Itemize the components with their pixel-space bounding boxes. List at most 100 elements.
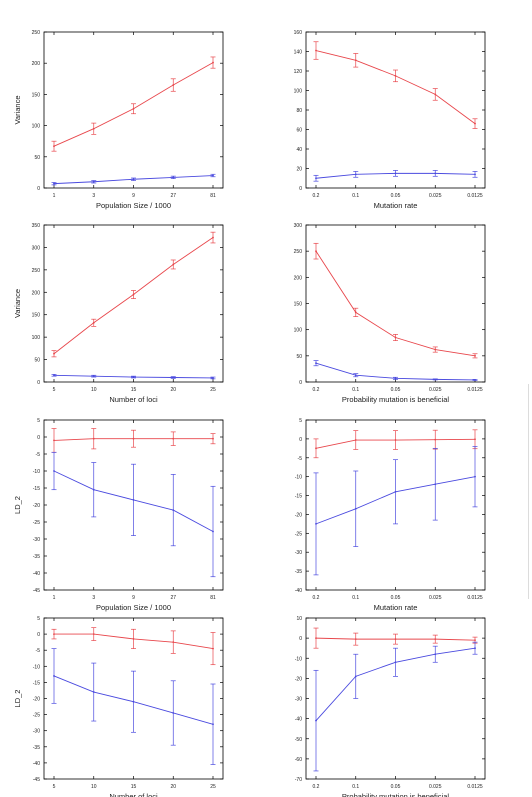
error-bar [472,171,478,178]
error-bar [393,376,398,380]
error-bar [91,318,97,327]
x-tick-label: 0.05 [391,595,401,601]
data-point [354,675,357,678]
error-bar [313,41,319,60]
error-bar [313,242,319,260]
x-tick-label: 0.1 [352,387,359,393]
y-tick-label: 100 [294,89,303,95]
x-tick-label: 15 [131,387,137,393]
x-axis-label: Probability mutation is beneficial [342,792,449,797]
chart-panel-3: 0 50 100 150 200 250 300 350 5 10 15 20 25 Number of … [13,223,224,404]
x-tick-label: 81 [210,193,216,199]
data-point [53,374,55,377]
error-bar [91,122,97,135]
error-bar [51,140,57,152]
x-tick-label: 25 [210,387,216,393]
error-bar [393,170,398,177]
data-point [92,375,95,378]
error-bar [210,376,216,380]
data-point [172,376,175,379]
data-point [434,638,437,641]
error-bar [51,451,57,491]
y-tick-label: 140 [294,50,303,56]
x-tick-label: 10 [91,784,97,790]
error-bar [210,683,216,765]
y-tick-label: -25 [295,531,302,537]
data-point [172,437,175,440]
data-point [212,723,214,726]
y-tick-label: 0 [299,437,302,443]
data-point [53,675,55,677]
y-tick-label: 350 [32,223,41,229]
y-axis-label: LD_2 [13,690,22,708]
data-point [92,321,95,324]
error-bar [432,634,438,644]
y-tick-label: -35 [33,554,40,560]
chart-panel-5: -45 -40 -35 -30 -25 -20 -15 -10 -5 0 5 1 3 9 27 81 Popul… [13,418,224,612]
y-tick-label: 250 [294,249,303,255]
error-bar [432,346,438,353]
error-bar [393,647,398,677]
data-point [354,374,357,377]
y-tick-label: 0 [299,636,302,642]
error-bar [210,485,216,578]
data-point [132,700,135,703]
y-tick-label: -20 [295,676,302,682]
error-bar [170,175,176,179]
series-1 [51,56,216,152]
error-bar [313,438,319,459]
data-point [92,488,95,491]
x-tick-label: 81 [210,595,216,601]
data-point [315,362,317,365]
error-bar [131,670,136,733]
data-point [53,352,55,355]
data-point [474,438,476,441]
error-bar [51,182,57,186]
data-point [212,530,214,533]
data-point [172,176,175,179]
series-2 [51,451,216,578]
y-tick-label: -15 [33,486,40,492]
error-bar [472,446,478,508]
plot-frame [305,31,486,189]
data-point [172,641,175,644]
data-point [434,172,437,175]
y-tick-label: -20 [33,697,40,703]
error-bar [353,430,359,450]
y-tick-label: 100 [32,124,41,130]
y-tick-label: 100 [294,328,303,334]
error-bar [313,627,319,649]
y-tick-label: -25 [33,520,40,526]
data-point [172,263,175,266]
error-bar [91,662,97,722]
y-tick-label: 200 [294,275,303,281]
error-bar [131,177,136,181]
error-bar [353,373,359,378]
error-bar [432,645,438,663]
data-point [434,93,437,96]
data-point [53,470,55,472]
error-bar [170,259,176,270]
y-tick-label: -5 [36,452,41,458]
data-point [394,172,397,175]
data-point [354,507,357,510]
error-bar [472,353,478,359]
y-axis-label: LD_2 [13,496,22,514]
y-tick-label: 300 [32,245,41,251]
y-tick-label: -10 [33,664,40,670]
data-point [53,633,55,635]
data-point [354,173,357,176]
error-bar [131,463,136,536]
y-tick-label: -70 [295,777,302,783]
data-point [434,348,437,351]
error-bar [210,231,216,244]
chart-panel-6: -40 -35 -30 -25 -20 -15 -10 -5 0 5 0.2 0.1 0.05 0.025… [295,418,486,612]
y-tick-label: -30 [33,729,40,735]
data-point [394,439,397,441]
series-2 [51,173,216,186]
data-point [53,145,55,148]
x-tick-label: 1 [53,595,56,601]
page-edge-divider [528,384,529,599]
x-tick-label: 0.0125 [467,595,483,601]
y-tick-label: -10 [33,469,40,475]
